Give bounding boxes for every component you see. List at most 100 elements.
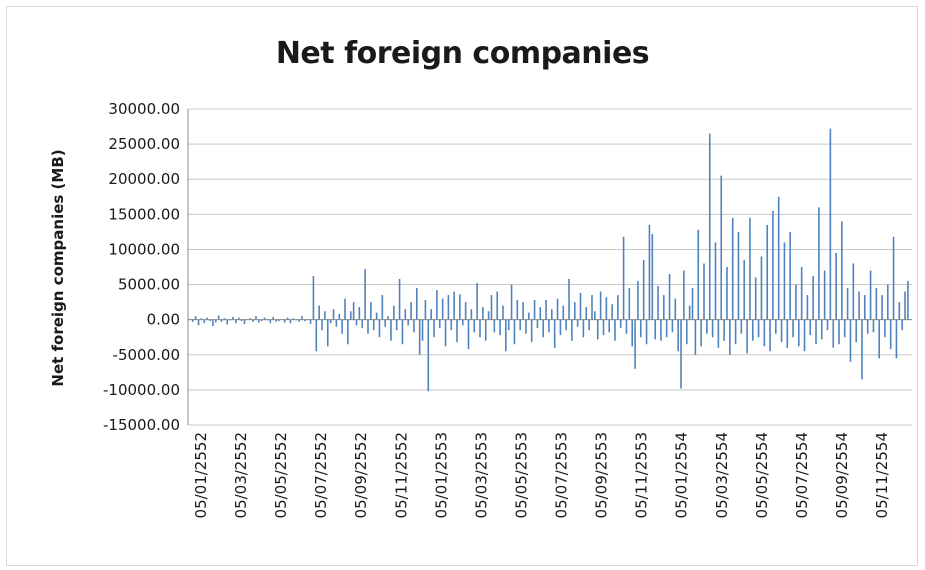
bar xyxy=(470,309,473,320)
bar xyxy=(536,319,539,329)
bar xyxy=(444,319,447,347)
x-tick-label: 05/11/2553 xyxy=(633,432,651,518)
x-tick-label: 05/03/2554 xyxy=(713,432,731,518)
bar xyxy=(611,304,613,320)
bar xyxy=(272,316,274,320)
bar xyxy=(700,319,702,347)
bar xyxy=(361,319,364,329)
bar xyxy=(401,319,404,345)
bar xyxy=(324,311,326,320)
bar xyxy=(637,281,639,320)
bar xyxy=(596,319,599,340)
bar xyxy=(395,319,398,331)
bar xyxy=(551,309,553,320)
bar xyxy=(694,319,697,355)
bar xyxy=(579,292,582,320)
bar xyxy=(849,319,852,362)
bar xyxy=(617,295,619,320)
axes xyxy=(187,109,912,425)
bar xyxy=(797,319,800,347)
bar xyxy=(301,316,303,320)
y-tick-label: 20000.00 xyxy=(108,170,180,188)
bar xyxy=(364,269,366,320)
bar xyxy=(642,259,645,320)
bar xyxy=(192,319,194,322)
bar xyxy=(315,319,318,352)
x-tick-label: 05/07/2552 xyxy=(312,432,330,518)
y-tick-label: 30000.00 xyxy=(108,100,180,118)
bar xyxy=(786,319,789,348)
bar xyxy=(901,319,903,331)
bar xyxy=(490,295,493,320)
y-tick-label: -15000.00 xyxy=(103,416,180,434)
bar xyxy=(904,291,906,320)
bar xyxy=(717,319,720,348)
bar xyxy=(418,319,421,355)
bar xyxy=(349,311,352,320)
bar xyxy=(789,231,791,320)
bar xyxy=(898,302,901,320)
bar xyxy=(194,316,197,320)
bar xyxy=(347,319,349,345)
bar xyxy=(640,319,642,338)
bar xyxy=(829,128,832,320)
bar xyxy=(427,319,430,392)
bar xyxy=(800,267,803,320)
bar xyxy=(720,175,723,320)
bar xyxy=(884,319,886,338)
y-tick-label: 10000.00 xyxy=(108,240,180,258)
bar xyxy=(568,278,570,320)
bar xyxy=(516,300,519,320)
bar xyxy=(484,319,487,341)
bar xyxy=(398,278,401,320)
y-tick-labels: 30000.00 25000.00 20000.00 15000.00 10000.00… xyxy=(103,100,180,434)
bar xyxy=(335,319,338,327)
bar xyxy=(777,196,780,320)
bar xyxy=(249,318,252,320)
bar xyxy=(783,242,786,320)
bar xyxy=(855,319,858,343)
bar xyxy=(881,295,883,320)
bar xyxy=(654,319,656,340)
bar xyxy=(680,319,682,389)
bar xyxy=(341,319,343,334)
bar xyxy=(545,300,547,320)
bar xyxy=(352,302,355,320)
y-tick-label: -10000.00 xyxy=(103,381,180,399)
bar xyxy=(608,319,611,333)
bar xyxy=(780,319,783,343)
bar xyxy=(763,319,766,347)
bar xyxy=(559,319,562,336)
bar xyxy=(263,317,266,320)
bar xyxy=(671,319,674,333)
bar xyxy=(835,252,837,320)
y-tick-label: 5000.00 xyxy=(118,276,180,294)
bar xyxy=(815,319,817,345)
bar xyxy=(510,284,513,320)
bar xyxy=(476,283,478,320)
bar xyxy=(740,319,743,334)
bar xyxy=(217,315,220,320)
bar xyxy=(634,319,636,369)
bar xyxy=(513,319,516,345)
bar xyxy=(433,319,435,338)
bar xyxy=(628,288,631,320)
bar xyxy=(731,217,734,320)
bar xyxy=(743,259,745,320)
bar xyxy=(223,318,226,320)
bar xyxy=(846,288,849,320)
bar xyxy=(421,319,424,341)
bar xyxy=(792,319,794,338)
bar xyxy=(338,314,341,320)
x-tick-label: 05/11/2554 xyxy=(873,432,891,518)
bar xyxy=(344,298,346,320)
bar xyxy=(332,309,335,320)
y-axis-label: Net foreign companies (MB) xyxy=(49,149,67,386)
bar xyxy=(209,319,211,322)
x-tick-label: 05/09/2552 xyxy=(352,432,370,518)
bar xyxy=(378,319,381,338)
bar xyxy=(571,319,573,341)
bar xyxy=(665,319,668,338)
x-tick-label: 05/01/2554 xyxy=(673,432,691,518)
